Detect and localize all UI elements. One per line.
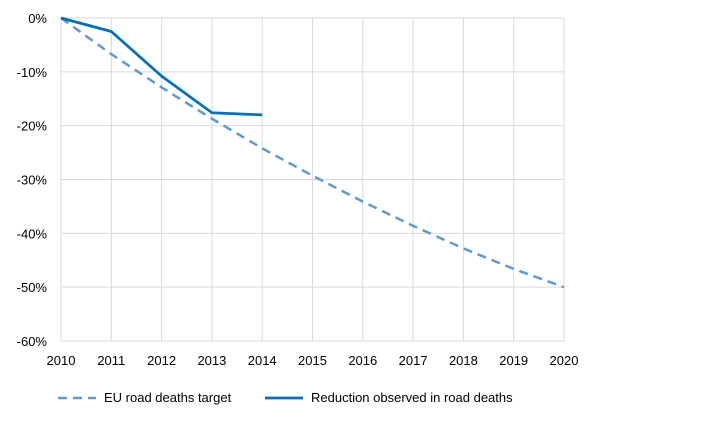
y-tick-labels: 0% -10% -20% -30% -40% -50% -60% bbox=[17, 11, 48, 349]
legend-label-target: EU road deaths target bbox=[104, 390, 232, 405]
series-line-target bbox=[60, 16, 565, 289]
x-tick-label: 2013 bbox=[197, 353, 226, 368]
x-tick-label: 2016 bbox=[348, 353, 377, 368]
x-tick-label: 2015 bbox=[298, 353, 327, 368]
y-tick-label: -20% bbox=[17, 119, 48, 134]
x-tick-label: 2019 bbox=[499, 353, 528, 368]
axes bbox=[60, 18, 564, 342]
y-tick-label: 0% bbox=[28, 11, 47, 26]
y-tick-label: -40% bbox=[17, 226, 48, 241]
x-tick-label: 2020 bbox=[550, 353, 579, 368]
x-tick-labels: 2010 2011 2012 2013 2014 2015 2016 2017 2018 2019… bbox=[47, 353, 579, 368]
x-tick-label: 2018 bbox=[449, 353, 478, 368]
y-tick-label: -10% bbox=[17, 65, 48, 80]
y-tick-label: -60% bbox=[17, 334, 48, 349]
x-tick-label: 2017 bbox=[399, 353, 428, 368]
y-tick-label: -50% bbox=[17, 280, 48, 295]
series-line-observed bbox=[60, 16, 263, 117]
gridlines bbox=[61, 17, 565, 341]
series-lines bbox=[60, 16, 565, 289]
x-tick-label: 2014 bbox=[248, 353, 277, 368]
x-tick-label: 2011 bbox=[97, 353, 125, 368]
legend: EU road deaths target Reduction observed … bbox=[58, 390, 513, 405]
y-tick-label: -30% bbox=[17, 173, 48, 188]
x-tick-label: 2010 bbox=[47, 353, 76, 368]
x-tick-label: 2012 bbox=[147, 353, 176, 368]
legend-label-observed: Reduction observed in road deaths bbox=[311, 390, 513, 405]
